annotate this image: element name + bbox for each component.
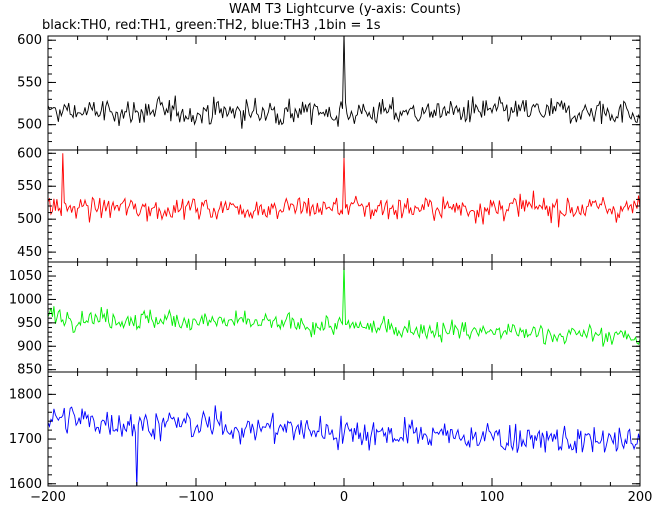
x-tick-label: 100 [480, 490, 505, 505]
series-line-th2 [48, 264, 640, 347]
panel-th0: 500 550 600 [17, 33, 641, 151]
panels-group: 500 550 600 450 500 550 600 850 900 950 1000 1050 16… [9, 33, 641, 492]
panel-th1: 450 500 550 600 [17, 146, 641, 263]
panel-th2: 850 900 950 1000 1050 [9, 261, 641, 378]
panel-th3: 1600 1700 1800 [9, 371, 641, 492]
series-line-th1 [48, 153, 640, 228]
series-line-th0 [48, 36, 640, 129]
x-axis: −200 −100 0 100 200 [30, 490, 652, 505]
panel-frame [47, 371, 641, 487]
chart-title: WAM T3 Lightcurve (y-axis: Counts) [229, 2, 461, 17]
y-tick-label: 600 [17, 33, 42, 48]
chart-subtitle: black:TH0, red:TH1, green:TH2, blue:TH3 … [42, 18, 381, 33]
x-tick-label: −100 [178, 490, 214, 505]
x-tick-label: 0 [340, 490, 348, 505]
y-tick-label: 1800 [9, 387, 42, 402]
y-tick-label: 950 [17, 316, 42, 331]
y-tick-label: 500 [17, 212, 42, 227]
y-tick-label: 450 [17, 245, 42, 260]
y-tick-label: 550 [17, 179, 42, 194]
y-tick-label: 1050 [9, 269, 42, 284]
y-tick-label: 1600 [9, 477, 42, 492]
x-tick-label: −200 [30, 490, 66, 505]
y-tick-label: 600 [17, 146, 42, 161]
series-line-th3 [48, 405, 640, 486]
y-tick-label: 500 [17, 118, 42, 133]
y-tick-label: 1700 [9, 432, 42, 447]
y-tick-label: 850 [17, 363, 42, 378]
y-tick-label: 550 [17, 75, 42, 90]
y-tick-label: 900 [17, 339, 42, 354]
x-tick-label: 200 [628, 490, 653, 505]
y-tick-label: 1000 [9, 292, 42, 307]
